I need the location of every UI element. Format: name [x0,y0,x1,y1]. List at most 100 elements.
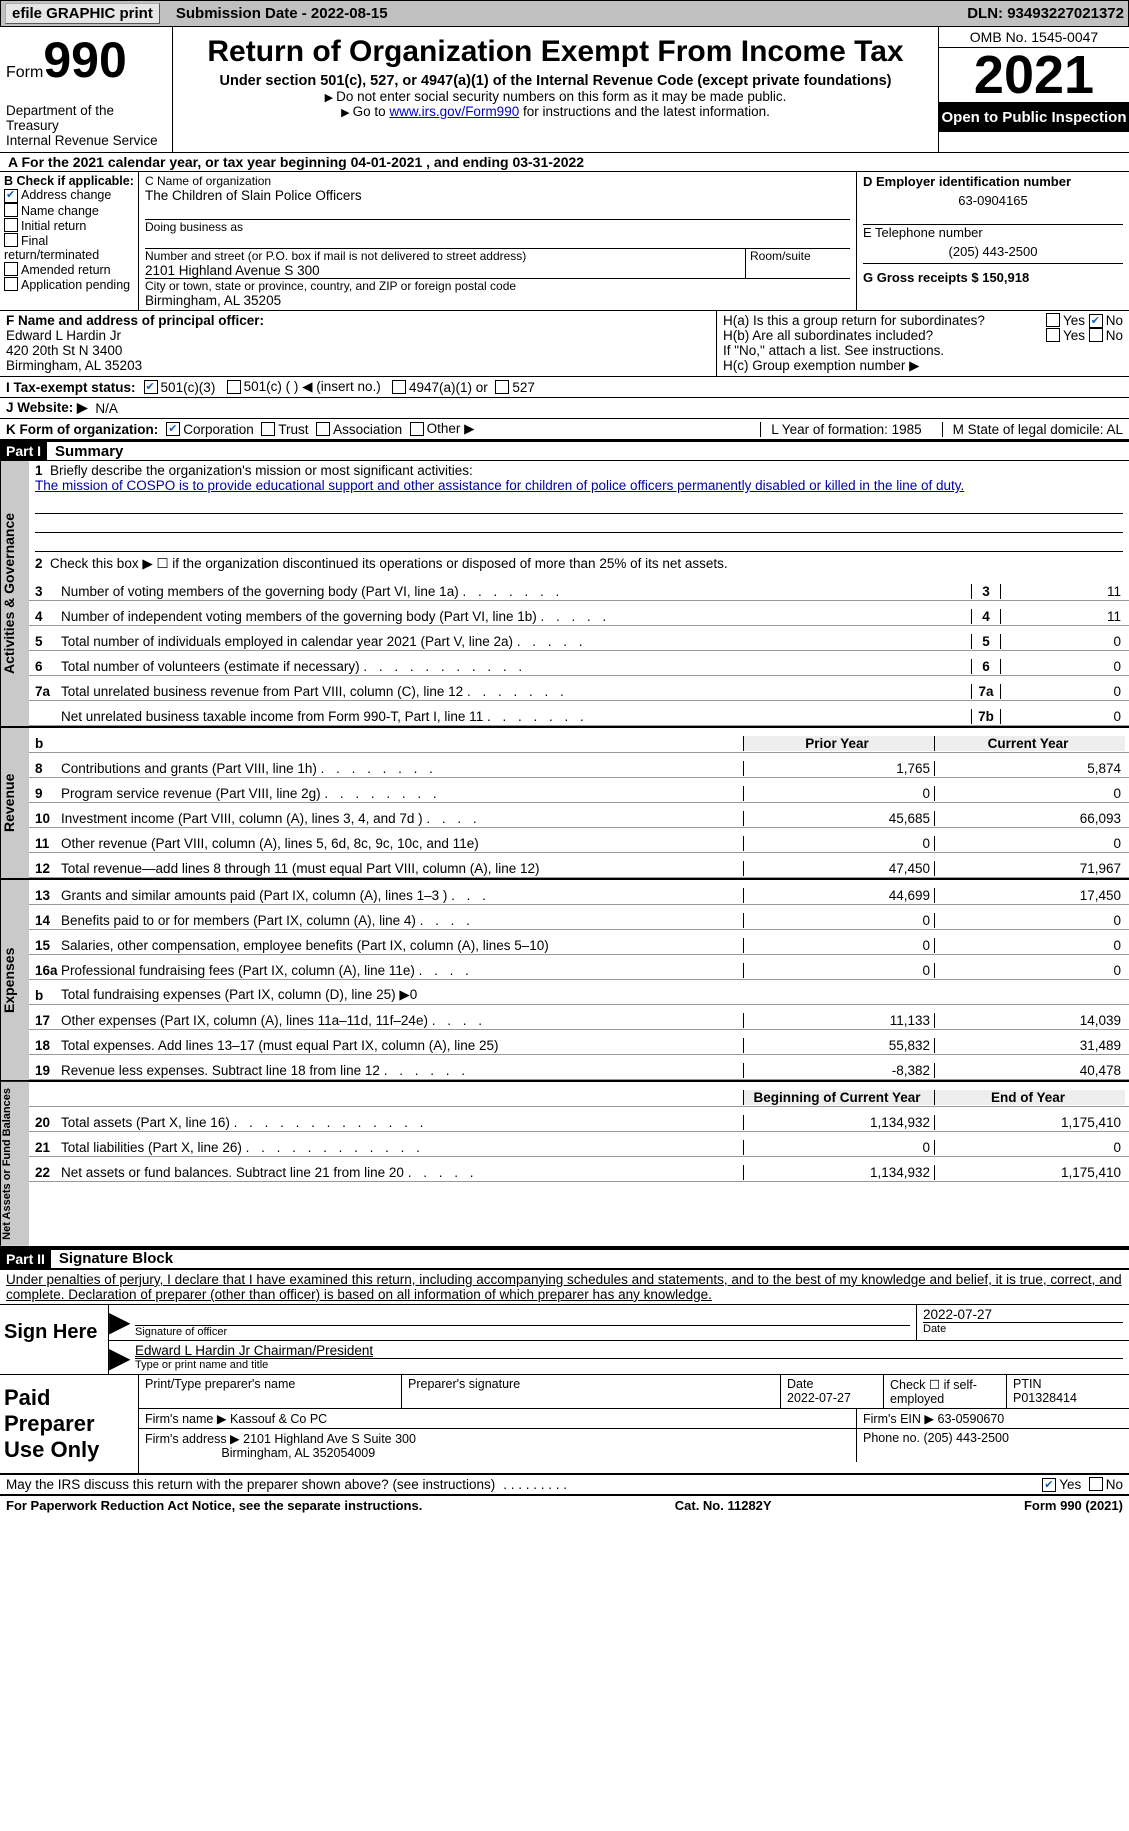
row-num: 12 [33,861,61,876]
row-desc: Investment income (Part VIII, column (A)… [61,811,743,826]
header-left: Form990 Department of the Treasury Inter… [0,27,173,152]
hb-yes: Yes [1063,328,1085,343]
prep-check-label: Check ☐ if self-employed [884,1375,1007,1408]
section-f: F Name and address of principal officer:… [0,311,717,376]
row-desc: Total number of individuals employed in … [61,634,971,649]
row-num: 3 [33,584,61,599]
vtab-net-assets: Net Assets or Fund Balances [0,1082,29,1246]
row-prior: 1,134,932 [743,1165,934,1180]
efile-print-button[interactable]: efile GRAPHIC print [5,3,160,24]
row-value: 0 [1001,659,1125,674]
k-corp-checkbox[interactable] [166,422,180,436]
summary-row: 6 Total number of volunteers (estimate i… [29,651,1129,676]
firm-addr1: 2101 Highland Ave S Suite 300 [243,1432,416,1446]
row-prior: 0 [743,1140,934,1155]
row-prior: -8,382 [743,1063,934,1078]
checkbox-name-change[interactable] [4,203,18,217]
prep-date-label: Date [787,1377,813,1391]
summary-row: 18 Total expenses. Add lines 13–17 (must… [29,1030,1129,1055]
irs-link[interactable]: www.irs.gov/Form990 [389,104,519,119]
row-num: 9 [33,786,61,801]
row-desc: Total unrelated business revenue from Pa… [61,684,971,699]
row-cellnum: 4 [971,609,1001,624]
k-assoc-checkbox[interactable] [316,422,330,436]
form-prefix: Form [6,64,43,81]
ein-value: 63-0904165 [863,189,1123,212]
ein-label: D Employer identification number [863,174,1123,189]
dept-line2: Internal Revenue Service [6,133,166,148]
discuss-no-checkbox[interactable] [1089,1477,1103,1491]
row-cellnum: 7a [971,684,1001,699]
dept-line1: Department of the Treasury [6,103,166,133]
row-cellnum: 5 [971,634,1001,649]
revenue-section: Revenue b Prior Year Current Year 8 Cont… [0,728,1129,880]
ha-yes: Yes [1063,313,1085,328]
row-prior: 0 [743,938,934,953]
footer-left: For Paperwork Reduction Act Notice, see … [6,1498,422,1513]
k-opt4: Other ▶ [427,421,475,437]
addr-label: Number and street (or P.O. box if mail i… [145,249,741,263]
header-middle: Return of Organization Exempt From Incom… [173,27,938,152]
i-527-checkbox[interactable] [495,380,509,394]
hb-yes-checkbox[interactable] [1046,328,1060,342]
prep-phone-label: Phone no. [863,1431,920,1445]
line-i-label: I Tax-exempt status: [6,380,136,395]
row-current: 71,967 [934,861,1125,876]
row-value: 11 [1001,584,1125,599]
label-address-change: Address change [21,188,111,202]
line-l: L Year of formation: 1985 [760,422,921,437]
ptin-label: PTIN [1013,1377,1041,1391]
row-current: 5,874 [934,761,1125,776]
hc-label: H(c) Group exemption number ▶ [723,358,1123,374]
row-num: 19 [33,1063,61,1078]
sig-officer-label: Signature of officer [135,1325,910,1338]
ha-no: No [1106,313,1123,328]
checkbox-address-change[interactable] [4,189,18,203]
row-desc: Grants and similar amounts paid (Part IX… [61,888,743,903]
k-opt1: Corporation [183,422,254,437]
revenue-header-row: b Prior Year Current Year [29,728,1129,753]
mission-blank-line [35,514,1123,533]
row-current: 1,175,410 [934,1115,1125,1130]
city-state-zip: Birmingham, AL 35205 [145,293,850,308]
k-other-checkbox[interactable] [410,422,424,436]
k-trust-checkbox[interactable] [261,422,275,436]
checkbox-initial-return[interactable] [4,218,18,232]
row-num: 22 [33,1165,61,1180]
i-4947-checkbox[interactable] [392,380,406,394]
sign-here-block: Sign Here ▶ Signature of officer 2022-07… [0,1304,1129,1375]
checkbox-amended[interactable] [4,262,18,276]
hb-no-checkbox[interactable] [1089,328,1103,342]
row-num: 15 [33,938,61,953]
row-prior: 0 [743,963,934,978]
row-desc: Revenue less expenses. Subtract line 18 … [61,1063,743,1078]
sig-name: Edward L Hardin Jr Chairman/President [135,1343,1123,1358]
firm-ein-label: Firm's EIN ▶ [863,1412,934,1426]
row-num: 17 [33,1013,61,1028]
checkbox-final-return[interactable] [4,233,18,247]
checkbox-app-pending[interactable] [4,277,18,291]
page-footer: For Paperwork Reduction Act Notice, see … [0,1496,1129,1515]
row-prior: 11,133 [743,1013,934,1028]
ha-yes-checkbox[interactable] [1046,313,1060,327]
ha-no-checkbox[interactable] [1089,314,1103,328]
form-header: Form990 Department of the Treasury Inter… [0,27,1129,153]
top-toolbar: efile GRAPHIC print Submission Date - 20… [0,0,1129,27]
declaration-text: Under penalties of perjury, I declare th… [0,1269,1129,1304]
sig-date: 2022-07-27 [923,1307,1123,1322]
summary-row: 11 Other revenue (Part VIII, column (A),… [29,828,1129,853]
row-value: 11 [1001,609,1125,624]
row-current: 17,450 [934,888,1125,903]
i-501c-checkbox[interactable] [227,380,241,394]
hb-label: H(b) Are all subordinates included? [723,328,1046,343]
form-number: 990 [43,32,126,88]
label-initial-return: Initial return [21,219,86,233]
i-501c3-checkbox[interactable] [144,380,158,394]
mission-text: The mission of COSPO is to provide educa… [35,478,964,493]
paid-preparer-label: Paid Preparer Use Only [0,1375,138,1473]
discuss-yes-checkbox[interactable] [1042,1478,1056,1492]
org-name: The Children of Slain Police Officers [145,188,850,203]
part2-header: Part II Signature Block [0,1248,1129,1269]
may-discuss-row: May the IRS discuss this return with the… [0,1475,1129,1496]
row-desc: Program service revenue (Part VIII, line… [61,786,743,801]
